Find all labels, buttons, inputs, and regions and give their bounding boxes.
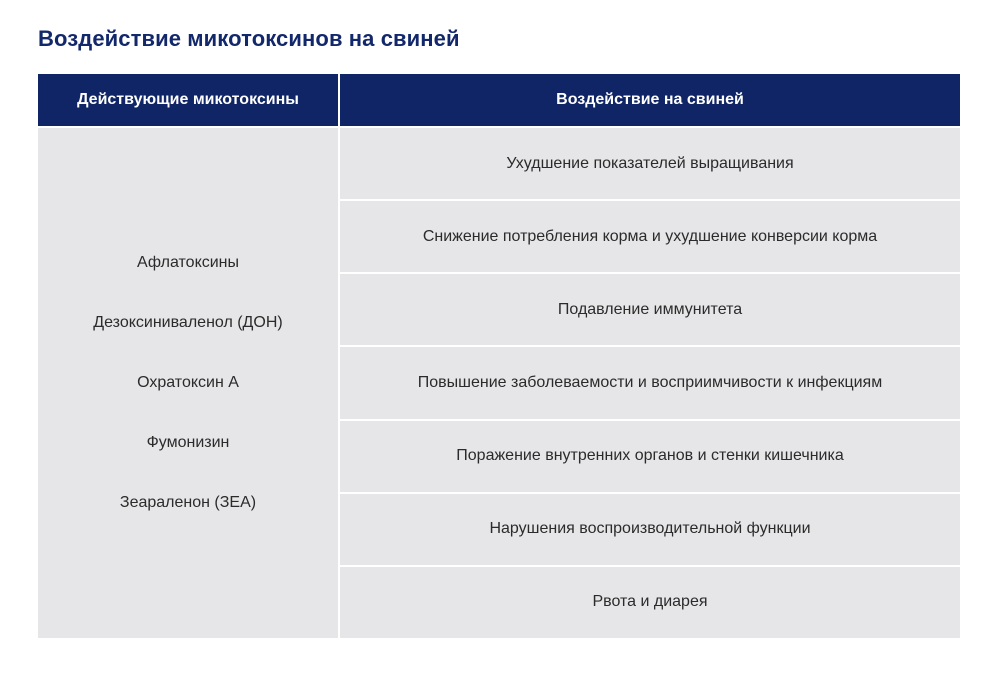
mycotoxin-effects-table: Действующие микотоксины Воздействие на с… xyxy=(38,74,960,638)
effect-row: Подавление иммунитета xyxy=(340,274,960,348)
effect-row: Рвота и диарея xyxy=(340,566,960,638)
mycotoxin-item: Дезоксиниваленол (ДОН) xyxy=(93,314,283,331)
mycotoxin-item: Зеараленон (ЗЕА) xyxy=(119,494,257,511)
effect-row: Поражение внутренних органов и стенки ки… xyxy=(340,420,960,494)
header-mycotoxins: Действующие микотоксины xyxy=(38,74,338,126)
mycotoxin-item: Фумонизин xyxy=(146,434,230,451)
mycotoxin-list-cell: Афлатоксины Дезоксиниваленол (ДОН) Охрат… xyxy=(38,128,338,638)
mycotoxin-item: Охратоксин А xyxy=(137,374,239,391)
effects-column: Ухудшение показателей выращивания Снижен… xyxy=(340,128,960,638)
mycotoxin-item: Афлатоксины xyxy=(136,254,240,271)
page-title: Воздействие микотоксинов на свиней xyxy=(38,26,460,51)
effect-row: Снижение потребления корма и ухудшение к… xyxy=(340,201,960,275)
header-effects: Воздействие на свиней xyxy=(340,74,960,126)
effect-row: Повышение заболеваемости и восприимчивос… xyxy=(340,347,960,421)
effect-row: Нарушения воспроизводительной функции xyxy=(340,493,960,567)
effect-row: Ухудшение показателей выращивания xyxy=(340,128,960,202)
